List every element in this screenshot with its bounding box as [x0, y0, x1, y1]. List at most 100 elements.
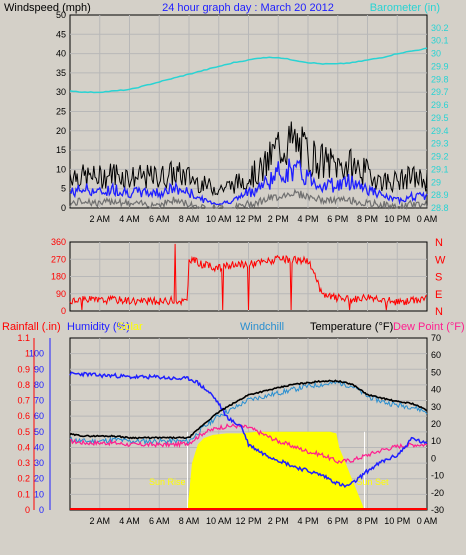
- direction-degree-label: 90: [56, 289, 66, 299]
- barometer-tick-label: 29.8: [431, 74, 449, 84]
- rainfall-tick-label: 0.6: [17, 411, 30, 421]
- wind-time-tick-label: 4 PM: [297, 214, 318, 224]
- temperature-tick-label: 50: [431, 367, 441, 377]
- temperature-series: Sun Rise Sun Set: [69, 371, 428, 510]
- temperature-tick-label: 20: [431, 419, 441, 429]
- direction-degree-ticks: 0 90 180 270 360: [51, 237, 66, 316]
- rainfall-tick-label: 0.7: [17, 396, 30, 406]
- temperature-tick-label: -20: [431, 488, 444, 498]
- temperature-time-tick-label: 8 AM: [179, 516, 200, 526]
- direction-series: [69, 243, 428, 311]
- sunrise-label: Sun Rise: [149, 477, 186, 487]
- barometer-tick-label: 29.5: [431, 113, 449, 123]
- direction-compass-label: N: [435, 306, 443, 318]
- windspeed-tick-label: 10: [56, 164, 66, 174]
- humidity-tick-label: 80: [34, 380, 44, 390]
- temperature-axis-ticks: -30 -20 -10 0 10 20 30 40 50 60 70: [431, 333, 444, 515]
- direction-degree-label: 180: [51, 272, 66, 282]
- windspeed-tick-label: 20: [56, 126, 66, 136]
- temperature-time-tick-label: 4 PM: [297, 516, 318, 526]
- wind-time-tick-label: 0 AM: [417, 214, 438, 224]
- windspeed-tick-label: 35: [56, 68, 66, 78]
- barometer-tick-label: 29.7: [431, 87, 449, 97]
- dewpoint-line: [70, 423, 428, 465]
- temperature-time-tick-label: 12 PM: [235, 516, 261, 526]
- barometer-tick-label: 30: [431, 49, 441, 59]
- rainfall-tick-label: 1: [25, 349, 30, 359]
- rainfall-tick-label: 0.8: [17, 380, 30, 390]
- temperature-tick-label: 60: [431, 350, 441, 360]
- temperature-tick-label: 30: [431, 402, 441, 412]
- temperature-time-tick-label: 4 AM: [119, 516, 140, 526]
- solar-axis-label: Solar: [117, 321, 143, 333]
- barometer-tick-label: 28.8: [431, 203, 449, 213]
- barometer-tick-label: 29.1: [431, 164, 449, 174]
- direction-compass-label: W: [435, 254, 446, 266]
- wind-speed-line: [69, 121, 428, 197]
- barometer-tick-label: 29.4: [431, 126, 449, 136]
- windchill-axis-label: Windchill: [240, 321, 284, 333]
- rainfall-tick-label: 0.9: [17, 364, 30, 374]
- rainfall-tick-label: 1.1: [17, 333, 30, 343]
- direction-degree-label: 360: [51, 237, 66, 247]
- wind-time-tick-label: 8 PM: [357, 214, 378, 224]
- barometer-axis-label: Barometer (in): [370, 2, 440, 14]
- barometer-line: [69, 47, 428, 94]
- barometer-tick-label: 29.9: [431, 61, 449, 71]
- wind-time-tick-label: 2 AM: [89, 214, 110, 224]
- humidity-axis-ticks: 0 10 20 30 40 50 60 70 80 90 100: [29, 338, 51, 515]
- graph-title: 24 hour graph day : March 20 2012: [162, 2, 334, 14]
- humidity-tick-label: 20: [34, 474, 44, 484]
- wind-time-axis-ticks: 2 AM 4 AM 6 AM 8 AM 10 AM 12 PM 2 PM 4 PM 6 PM 8 …: [89, 214, 437, 224]
- windchill-line: [69, 380, 428, 446]
- wind-time-tick-label: 10 PM: [384, 214, 410, 224]
- direction-compass-label: N: [435, 237, 443, 249]
- barometer-tick-label: 28.9: [431, 190, 449, 200]
- dewpoint-axis-label: Dew Point (°F): [393, 321, 465, 333]
- temperature-tick-label: 70: [431, 333, 441, 343]
- barometer-axis-ticks: 28.8 28.9 29 29.1 29.2 29.3 29.4 29.5 29.6 29.7 29…: [431, 23, 449, 213]
- temperature-grid: [70, 338, 427, 510]
- temperature-time-axis-ticks: 2 AM 4 AM 6 AM 8 AM 10 AM 12 PM 2 PM 4 PM 6 PM 8 …: [89, 516, 437, 526]
- barometer-tick-label: 29.6: [431, 100, 449, 110]
- windspeed-tick-label: 5: [61, 184, 66, 194]
- temperature-time-tick-label: 8 PM: [357, 516, 378, 526]
- barometer-tick-label: 30.1: [431, 36, 449, 46]
- temperature-panel: Sun Rise Sun Set 0 0.1 0.2 0.3 0.4 0.5 0.6 0.7 0.…: [2, 321, 465, 526]
- barometer-tick-label: 30.2: [431, 23, 449, 33]
- windspeed-axis-label: Windspeed (mph): [4, 2, 91, 14]
- wind-min-line: [69, 188, 428, 211]
- temperature-time-tick-label: 10 PM: [384, 516, 410, 526]
- rainfall-tick-label: 0.1: [17, 489, 30, 499]
- wind-direction-line: [69, 243, 428, 311]
- humidity-tick-label: 30: [34, 458, 44, 468]
- temperature-tick-label: -10: [431, 471, 444, 481]
- barometer-tick-label: 29.3: [431, 139, 449, 149]
- barometer-tick-label: 29: [431, 177, 441, 187]
- humidity-axis-label: Humidity (%): [67, 321, 130, 333]
- humidity-tick-label: 50: [34, 427, 44, 437]
- windspeed-tick-label: 0: [61, 203, 66, 213]
- wind-time-tick-label: 10 AM: [206, 214, 232, 224]
- temperature-time-tick-label: 10 AM: [206, 516, 232, 526]
- temperature-time-tick-label: 0 AM: [417, 516, 438, 526]
- direction-degree-label: 270: [51, 254, 66, 264]
- temperature-tick-label: -30: [431, 505, 444, 515]
- wind-time-tick-label: 6 AM: [149, 214, 170, 224]
- barometer-tick-label: 29.2: [431, 152, 449, 162]
- wind-series: [69, 47, 428, 211]
- rainfall-axis-ticks: 0 0.1 0.2 0.3 0.4 0.5 0.6 0.7 0.8 0.9 1 1.1: [17, 333, 35, 515]
- windspeed-tick-label: 50: [56, 10, 66, 20]
- wind-time-tick-label: 2 PM: [268, 214, 289, 224]
- rainfall-tick-label: 0.3: [17, 458, 30, 468]
- windspeed-tick-label: 45: [56, 29, 66, 39]
- windspeed-tick-label: 30: [56, 87, 66, 97]
- temperature-line: [69, 379, 428, 440]
- temperature-time-tick-label: 2 AM: [89, 516, 110, 526]
- rainfall-tick-label: 0: [25, 505, 30, 515]
- direction-degree-label: 0: [61, 306, 66, 316]
- wind-grid: [70, 15, 427, 208]
